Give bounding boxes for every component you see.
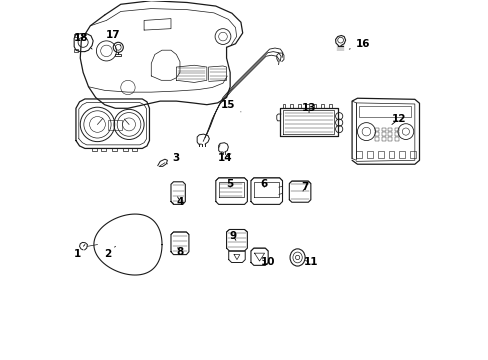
- Bar: [399, 150, 405, 158]
- Bar: [394, 128, 398, 131]
- Bar: [359, 107, 410, 117]
- Text: 15: 15: [221, 100, 241, 112]
- Bar: [374, 132, 379, 136]
- Bar: [282, 104, 285, 108]
- Bar: [356, 150, 362, 158]
- Text: 12: 12: [391, 114, 405, 125]
- Bar: [381, 137, 385, 140]
- Bar: [298, 104, 300, 108]
- Text: 9: 9: [229, 231, 236, 240]
- Bar: [387, 128, 392, 131]
- Bar: [366, 150, 372, 158]
- Text: 4: 4: [176, 197, 183, 207]
- Bar: [74, 34, 78, 37]
- Text: 3: 3: [167, 153, 180, 164]
- Bar: [394, 132, 398, 136]
- Bar: [290, 104, 292, 108]
- Bar: [387, 132, 392, 136]
- Bar: [321, 104, 324, 108]
- Text: 1: 1: [73, 244, 85, 258]
- Text: 17: 17: [106, 30, 121, 45]
- Text: 10: 10: [260, 257, 274, 267]
- Bar: [394, 137, 398, 140]
- Bar: [388, 150, 394, 158]
- Text: 6: 6: [260, 179, 267, 189]
- Text: 13: 13: [301, 103, 316, 113]
- Bar: [305, 104, 308, 108]
- Text: 14: 14: [217, 153, 232, 163]
- Bar: [92, 148, 97, 151]
- Text: 11: 11: [303, 257, 317, 267]
- Bar: [107, 120, 122, 130]
- Bar: [328, 104, 331, 108]
- Bar: [377, 150, 383, 158]
- Bar: [409, 150, 415, 158]
- Bar: [374, 137, 379, 140]
- Bar: [381, 128, 385, 131]
- Text: 18: 18: [74, 33, 92, 49]
- Bar: [122, 148, 128, 151]
- Bar: [112, 148, 117, 151]
- Bar: [101, 148, 106, 151]
- Text: 8: 8: [176, 247, 183, 257]
- Text: 5: 5: [226, 179, 233, 189]
- Text: 2: 2: [104, 246, 115, 258]
- Bar: [374, 128, 379, 131]
- Bar: [74, 49, 78, 51]
- Bar: [387, 137, 392, 140]
- Bar: [115, 54, 121, 56]
- Bar: [313, 104, 316, 108]
- Bar: [131, 148, 137, 151]
- Text: 7: 7: [301, 182, 308, 192]
- Bar: [381, 132, 385, 136]
- Text: 16: 16: [348, 39, 369, 49]
